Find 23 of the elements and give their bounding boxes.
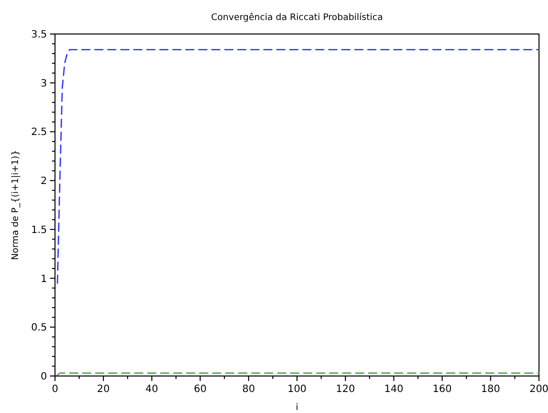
line-series <box>56 48 540 284</box>
chart-title: Convergência da Riccati Probabilística <box>211 12 383 23</box>
x-tick-label: 0 <box>52 384 58 395</box>
x-tick-label: 200 <box>529 384 548 395</box>
y-tick-label: 2.5 <box>31 127 47 138</box>
y-tick-label: 1 <box>40 274 47 285</box>
x-tick-label: 100 <box>287 384 307 395</box>
x-tick-label: 140 <box>384 384 404 395</box>
x-tick-label: 80 <box>242 384 255 395</box>
y-tick-label: 0.5 <box>31 322 47 334</box>
x-tick-label: 160 <box>432 384 452 395</box>
y-tick-label: 2 <box>40 176 47 188</box>
y-tick-label: 3 <box>40 78 47 90</box>
y-tick-label: 0 <box>40 372 47 382</box>
x-axis-title: i <box>296 403 298 413</box>
x-tick-label: 60 <box>194 384 207 395</box>
y-tick-label: 3.5 <box>31 30 47 40</box>
y-axis-title: Norma de P_{(i+1|i+1)} <box>11 150 21 260</box>
x-tick-label: 180 <box>481 384 500 395</box>
x-tick-label: 40 <box>145 384 158 395</box>
x-tick-label: 120 <box>336 384 355 395</box>
y-tick-label: 1.5 <box>31 224 47 236</box>
x-tick-label: 20 <box>97 384 110 395</box>
